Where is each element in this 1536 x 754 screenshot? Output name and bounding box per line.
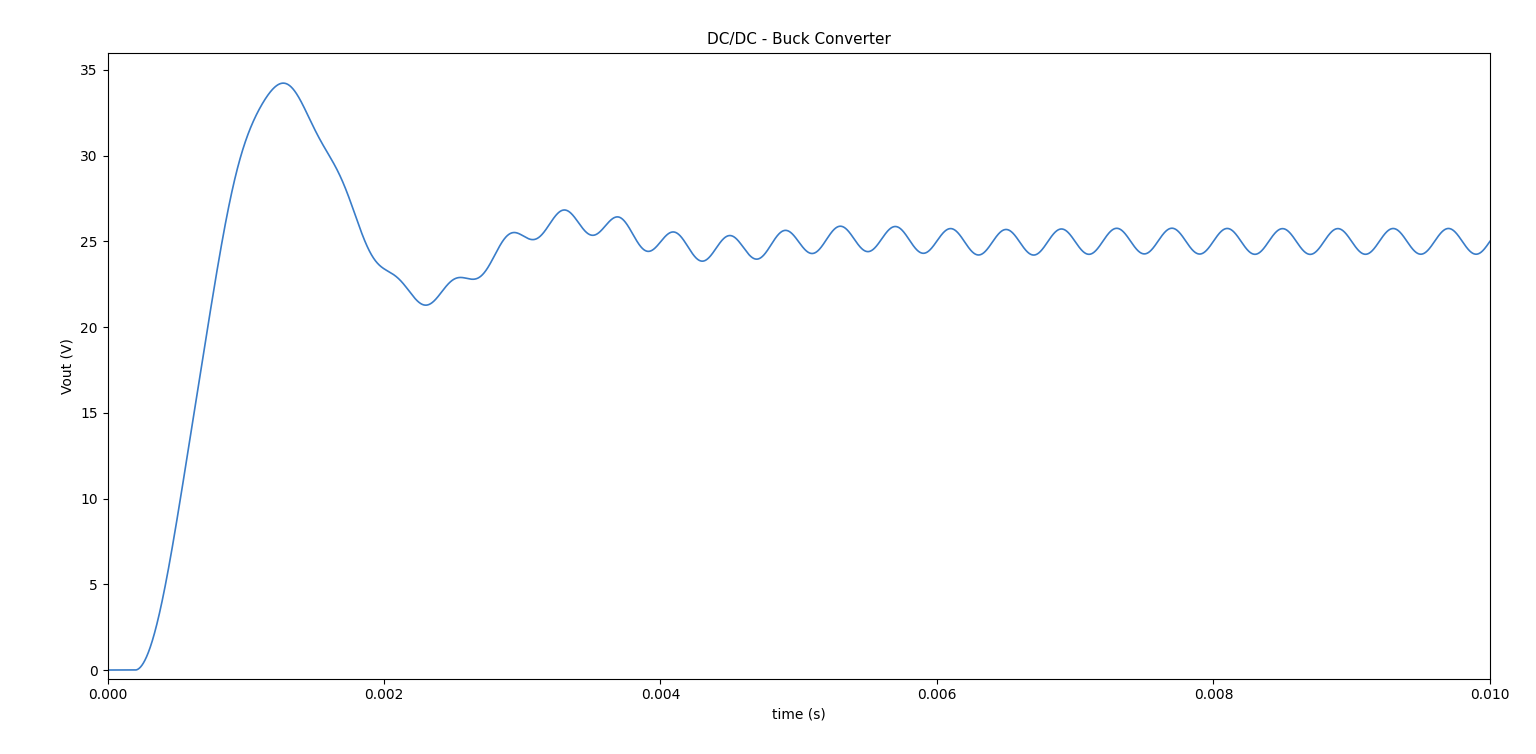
Title: DC/DC - Buck Converter: DC/DC - Buck Converter [707, 32, 891, 48]
Y-axis label: Vout (V): Vout (V) [60, 338, 75, 394]
X-axis label: time (s): time (s) [773, 708, 825, 722]
